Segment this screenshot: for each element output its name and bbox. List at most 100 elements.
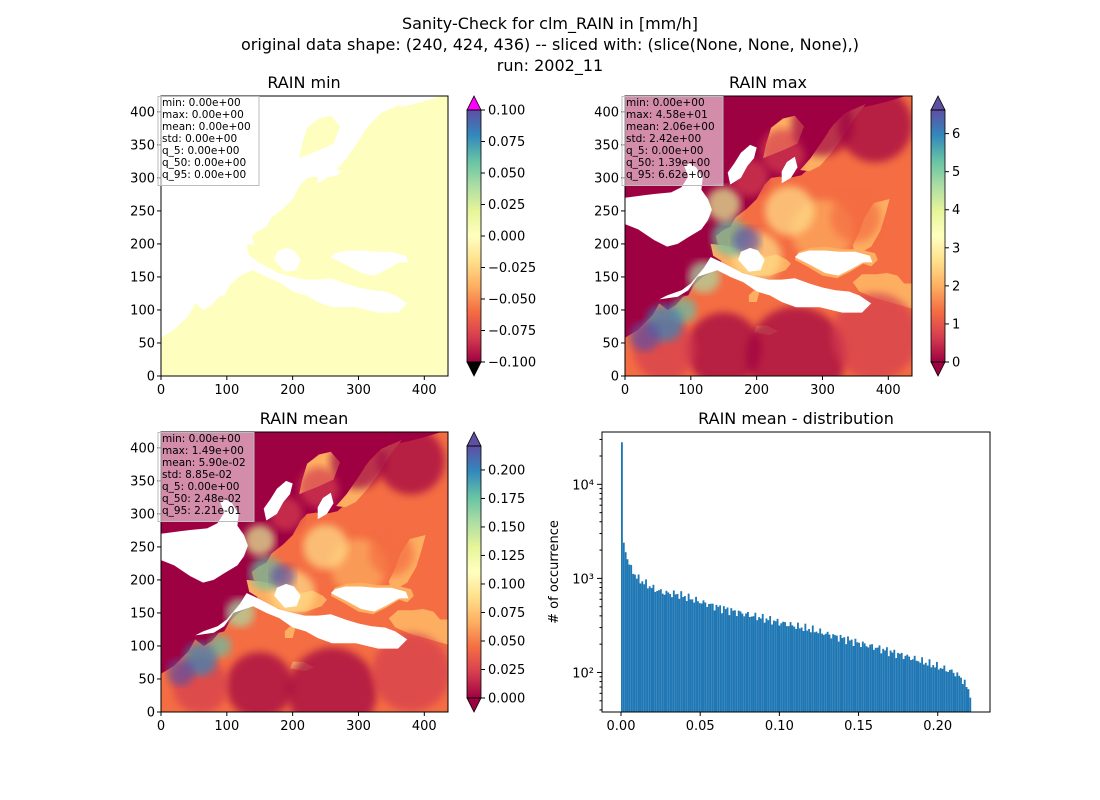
histogram-bar — [650, 588, 653, 712]
stats-line: q_95: 6.62e+00 — [626, 169, 710, 181]
stats-line: mean: 2.06e+00 — [626, 121, 715, 133]
histogram-bar — [711, 603, 714, 712]
stats-line: max: 4.58e+01 — [626, 109, 708, 121]
histogram-bar — [730, 608, 733, 712]
plot-frame — [601, 431, 991, 713]
y-tick-label: 50 — [138, 672, 155, 687]
y-tick-label: 200 — [130, 237, 155, 252]
histogram-bar — [948, 669, 951, 712]
stats-line: max: 1.49e+00 — [162, 445, 244, 457]
histogram-bar — [661, 593, 664, 712]
histogram-bar — [911, 659, 914, 712]
histogram-bar — [828, 634, 831, 712]
histogram-bar — [787, 626, 790, 712]
histogram-bar — [702, 600, 705, 712]
histogram-bar — [622, 542, 625, 712]
histogram-bar — [880, 653, 883, 712]
sea-mask — [317, 492, 334, 520]
histogram-bar — [871, 644, 873, 712]
colorbar-tick-label: 0.000 — [488, 692, 525, 707]
y-tick-label: 350 — [130, 474, 155, 489]
y-tick-label: 150 — [594, 270, 619, 285]
field-patch — [837, 96, 912, 163]
histogram-bar — [945, 671, 948, 712]
histogram-bar — [904, 655, 907, 712]
colorbar-tick-label: 3 — [952, 241, 960, 256]
colorbar-tick-label: 2 — [952, 279, 960, 294]
histogram-bar — [850, 639, 853, 712]
stats-line: q_95: 0.00e+00 — [162, 169, 246, 181]
histogram-bar — [645, 579, 647, 712]
stats-line: min: 0.00e+00 — [162, 97, 241, 109]
histogram-bar — [902, 659, 905, 712]
histogram-bar — [676, 593, 679, 712]
histogram-bar — [659, 589, 662, 712]
land-area — [388, 609, 448, 645]
figure-title-line-3: run: 2002_11 — [497, 56, 603, 76]
histogram-bar — [928, 659, 931, 712]
colorbar-gradient — [467, 110, 481, 362]
field-patch — [830, 192, 881, 243]
y-tick-label: 300 — [130, 507, 155, 522]
histogram-bar — [958, 675, 961, 712]
histogram-bar — [628, 564, 631, 712]
field-patch — [244, 524, 276, 556]
histogram-bar — [643, 584, 646, 712]
sea-area — [317, 156, 334, 184]
y-tick-label: 10⁴ — [572, 478, 594, 493]
histogram-bar — [867, 647, 870, 712]
x-tick-label: 100 — [678, 383, 703, 398]
x-axis: 0.00 0.05 0.10 0.15 0.20 — [607, 712, 952, 734]
stats-line: min: 0.00e+00 — [626, 97, 705, 109]
histogram-bar — [804, 623, 807, 712]
histogram-bar — [797, 622, 799, 712]
colorbar-tick-label: 0.075 — [488, 606, 525, 621]
histogram-bar — [735, 616, 738, 712]
histogram-bar — [860, 647, 862, 712]
histogram-bar — [813, 632, 816, 712]
histogram-bar — [926, 665, 929, 712]
histogram-bar — [682, 597, 684, 712]
colorbar-tick-label: 4 — [952, 203, 960, 218]
y-tick-label: 100 — [130, 639, 155, 654]
histogram-bar — [969, 697, 972, 712]
histogram-bar — [947, 671, 949, 712]
sea-mask — [274, 583, 301, 608]
stats-line: q_5: 0.00e+00 — [162, 145, 239, 157]
histogram-bar — [663, 594, 666, 712]
panel-rain-mean-distribution: RAIN mean - distribution # of occurrence… — [547, 409, 991, 734]
y-axis: 0 50 100 150 200 250 300 350 400 — [594, 105, 625, 385]
histogram-bar — [863, 643, 866, 712]
histogram-bar — [782, 621, 785, 712]
histogram-bar — [932, 665, 935, 712]
stats-box-frame — [621, 96, 724, 186]
histogram-bar — [758, 617, 760, 712]
colorbar-tick-label: −0.050 — [488, 293, 536, 308]
histogram-bar — [780, 623, 783, 712]
sea-area — [195, 257, 408, 313]
histogram-bar — [952, 672, 955, 712]
histogram-bar — [700, 603, 703, 712]
histogram-bar — [748, 617, 751, 712]
histogram-bar — [785, 626, 788, 712]
field-patch — [746, 306, 846, 376]
panel-title: RAIN mean — [260, 409, 349, 428]
y-tick-label: 0 — [147, 706, 155, 721]
field-patch — [298, 467, 340, 508]
stats-line: q_50: 2.48e-02 — [162, 493, 241, 505]
histogram-bar — [713, 610, 716, 712]
histogram-bar — [893, 649, 896, 712]
colorbar-extend-min — [466, 697, 482, 713]
histogram-bar — [967, 689, 970, 712]
sea-area — [274, 247, 301, 272]
stats-box-frame — [157, 96, 260, 186]
histogram-bar — [806, 630, 809, 712]
y-axis-label: # of occurrence — [547, 520, 562, 624]
colorbar-extend-min — [930, 361, 946, 377]
x-tick-label: 400 — [876, 383, 901, 398]
sea-mask — [738, 247, 765, 272]
field-patch — [831, 293, 912, 376]
x-tick-label: 200 — [744, 383, 769, 398]
histogram-bar — [696, 601, 699, 712]
